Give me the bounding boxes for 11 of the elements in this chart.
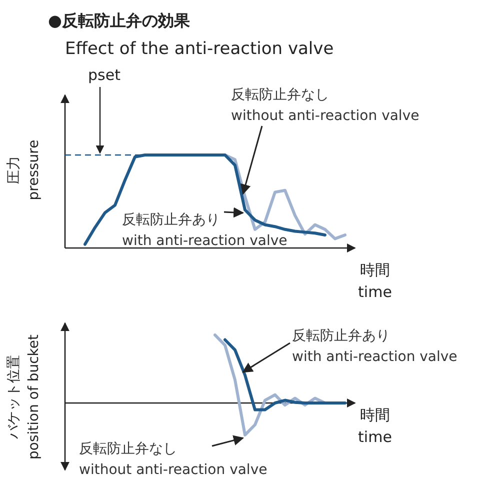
text: 反転防止弁あり with anti-reaction valve [292, 328, 458, 365]
x-axis-title: 時間 time [358, 261, 392, 301]
chart-title: ●反転防止弁の効果 [48, 11, 191, 30]
y-axis-title: 圧力 pressure [6, 140, 42, 200]
y-axis-title: バケット位置 position of bucket [6, 334, 42, 460]
text: 反転防止弁なし without anti-reaction valve [231, 87, 420, 124]
series-label: 反転防止弁なし without anti-reaction valve [79, 441, 268, 477]
x-axis-title: 時間 time [358, 406, 392, 446]
series-label: 反転防止弁あり with anti-reaction valve [122, 212, 288, 249]
ref-line-label: pset [88, 66, 121, 84]
chart-subtitle: Effect of the anti-reaction valve [65, 39, 334, 59]
